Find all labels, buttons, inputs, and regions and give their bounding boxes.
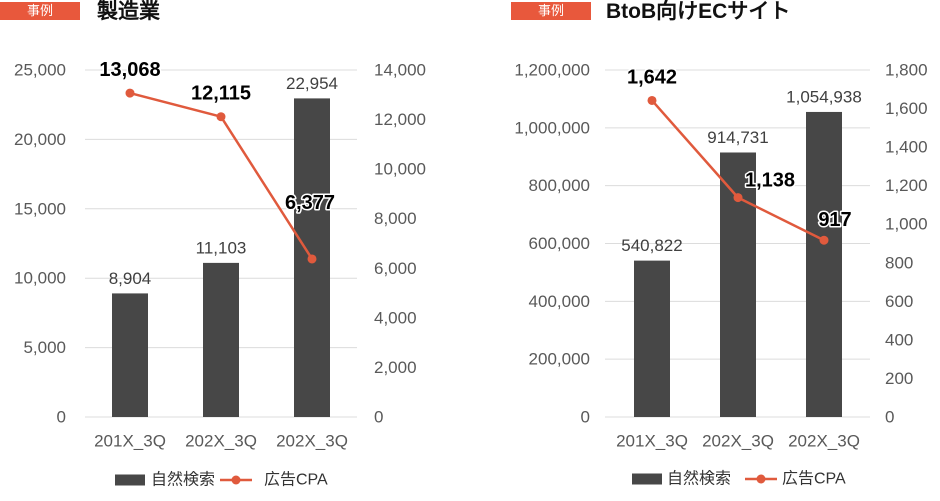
chart-btob-ec-site: 540,822 914,731 1,054,938 1,642 1,138 917 0 200… <box>514 61 927 488</box>
y-right-tick-label: 10,000 <box>374 160 426 179</box>
line-value-label: 13,068 <box>99 59 160 81</box>
y-left-tick-label: 10,000 <box>14 269 66 288</box>
y-right-tick-label: 800 <box>885 253 913 272</box>
x-tick-label: 202X_3Q <box>185 432 257 451</box>
y-right-tick-label: 1,400 <box>885 138 928 157</box>
legend-label: 広告CPA <box>264 471 328 489</box>
x-tick-label: 201X_3Q <box>616 432 688 451</box>
y-left-tick-label: 1,000,000 <box>514 118 590 137</box>
bar <box>203 262 239 417</box>
line-point <box>819 235 829 245</box>
line-point <box>733 193 743 203</box>
y-left-tick-label: 15,000 <box>14 199 66 218</box>
line-point <box>216 112 226 122</box>
line-value-label: 1,642 <box>627 66 677 88</box>
y-right-tick-label: 600 <box>885 292 913 311</box>
bar-value-label: 914,731 <box>707 128 768 147</box>
x-tick-label: 202X_3Q <box>702 432 774 451</box>
bar <box>720 152 756 417</box>
line-point <box>307 254 317 264</box>
y-right-tick-label: 14,000 <box>374 61 426 80</box>
x-tick-label: 202X_3Q <box>788 432 860 451</box>
y-right-tick-label: 200 <box>885 369 913 388</box>
y-left-tick-label: 5,000 <box>23 338 66 357</box>
line-value-label: 6,377 <box>285 192 335 214</box>
chart-manufacturing: 8,904 11,103 22,954 13,068 12,115 6,377 0 5,000… <box>14 58 426 489</box>
legend-label: 広告CPA <box>782 470 846 488</box>
y-right-tick-label: 8,000 <box>374 209 417 228</box>
chart-title: BtoB向けECサイト <box>606 0 791 23</box>
y-left-tick-label: 25,000 <box>14 61 66 80</box>
bar <box>112 293 148 417</box>
legend-label: 自然検索 <box>667 470 731 488</box>
line-value-label: 12,115 <box>191 83 251 105</box>
x-tick-label: 202X_3Q <box>276 432 348 451</box>
line-value-label: 917 <box>818 209 851 231</box>
legend-swatch-bar <box>115 474 145 486</box>
legend-swatch-bar <box>632 473 662 485</box>
legend-label: 自然検索 <box>151 471 215 489</box>
bar <box>806 111 842 418</box>
bar-value-label: 540,822 <box>621 236 682 255</box>
y-left-tick-label: 600,000 <box>529 234 590 253</box>
y-right-tick-label: 1,200 <box>885 176 928 195</box>
chart-title: 製造業 <box>97 0 160 23</box>
y-left-tick-label: 1,200,000 <box>514 61 590 80</box>
y-left-tick-label: 0 <box>581 408 590 427</box>
bar-value-label: 8,904 <box>109 269 152 288</box>
y-right-tick-label: 6,000 <box>374 259 417 278</box>
line-point <box>647 95 657 105</box>
case-tag: 事例 <box>511 2 591 20</box>
bar <box>634 260 670 417</box>
y-left-tick-label: 800,000 <box>529 176 590 195</box>
y-left-tick-label: 400,000 <box>529 292 590 311</box>
y-right-tick-label: 400 <box>885 330 913 349</box>
legend-swatch-marker <box>756 474 766 484</box>
y-left-tick-label: 0 <box>57 408 66 427</box>
y-right-tick-label: 1,000 <box>885 215 928 234</box>
y-left-tick-label: 20,000 <box>14 130 66 149</box>
y-right-tick-label: 12,000 <box>374 110 426 129</box>
y-right-tick-label: 2,000 <box>374 358 417 377</box>
y-left-tick-label: 200,000 <box>529 350 590 369</box>
case-tag: 事例 <box>0 2 80 20</box>
bar-value-label: 11,103 <box>196 238 247 257</box>
line-point <box>125 88 135 98</box>
line-value-label: 1,138 <box>745 170 795 192</box>
y-right-tick-label: 4,000 <box>374 308 417 327</box>
y-right-tick-label: 1,800 <box>885 61 928 80</box>
bar-value-label: 22,954 <box>286 74 338 93</box>
legend-swatch-marker <box>231 475 241 485</box>
bar-value-label: 1,054,938 <box>786 87 862 106</box>
x-tick-label: 201X_3Q <box>94 432 166 451</box>
y-right-tick-label: 0 <box>885 408 894 427</box>
y-right-tick-label: 1,600 <box>885 99 928 118</box>
y-right-tick-label: 0 <box>374 408 383 427</box>
